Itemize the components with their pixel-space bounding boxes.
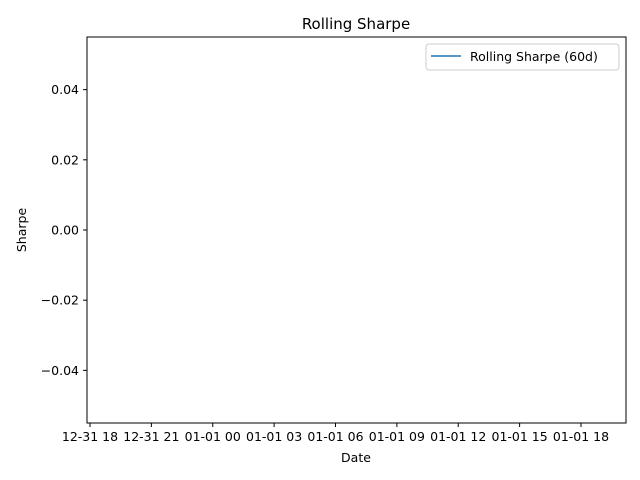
chart-title: Rolling Sharpe <box>302 15 410 33</box>
x-tick-label: 01-01 15 <box>492 429 548 444</box>
y-axis: −0.04 −0.02 0.00 0.02 0.04 <box>41 82 87 378</box>
x-axis: 12-31 18 12-31 21 01-01 00 01-01 03 01-01 06… <box>62 423 609 444</box>
x-tick-label: 12-31 21 <box>123 429 179 444</box>
y-tick-label: 0.00 <box>51 223 79 238</box>
plot-area <box>86 36 627 424</box>
legend-label: Rolling Sharpe (60d) <box>470 49 598 64</box>
x-tick-label: 01-01 00 <box>185 429 241 444</box>
y-tick-label: −0.02 <box>41 293 79 308</box>
x-tick-label: 01-01 18 <box>553 429 609 444</box>
x-tick-label: 01-01 12 <box>430 429 486 444</box>
x-tick-label: 01-01 06 <box>307 429 363 444</box>
axes-frame <box>86 36 627 424</box>
y-tick-label: −0.04 <box>41 363 79 378</box>
x-tick-label: 01-01 03 <box>246 429 302 444</box>
x-tick-label: 01-01 09 <box>369 429 425 444</box>
y-tick-label: 0.02 <box>51 152 79 167</box>
y-axis-label: Sharpe <box>14 208 29 253</box>
x-axis-label: Date <box>341 450 371 465</box>
y-tick-label: 0.04 <box>51 82 79 97</box>
legend-frame <box>425 43 620 71</box>
legend: Rolling Sharpe (60d) <box>425 43 620 71</box>
x-tick-label: 12-31 18 <box>62 429 118 444</box>
